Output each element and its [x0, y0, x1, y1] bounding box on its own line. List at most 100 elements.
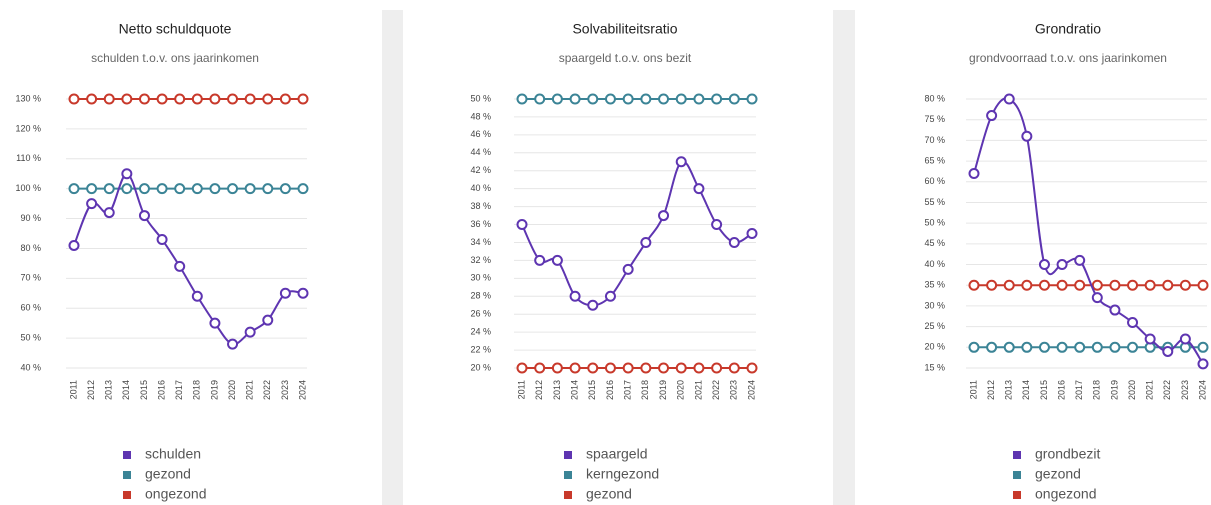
y-tick-label: 36 %	[470, 219, 491, 229]
legend-label: gezond	[586, 486, 632, 502]
data-point	[121, 93, 133, 105]
data-point	[1074, 341, 1086, 353]
data-point	[1127, 341, 1139, 353]
data-point	[244, 93, 256, 105]
data-point	[103, 183, 115, 195]
data-point	[675, 156, 687, 168]
data-point	[68, 239, 80, 251]
data-point	[297, 287, 309, 299]
data-point	[693, 362, 705, 374]
series-line	[973, 97, 1204, 365]
legend-swatch	[1013, 451, 1021, 459]
x-tick-label: 2014	[1021, 380, 1031, 400]
series-line	[521, 160, 753, 307]
legend-label: kerngezond	[586, 466, 659, 482]
data-point	[103, 207, 115, 219]
data-point	[1003, 93, 1015, 105]
data-point	[174, 183, 186, 195]
data-point	[262, 93, 274, 105]
y-tick-label: 130 %	[15, 93, 41, 103]
y-tick-label: 28 %	[470, 291, 491, 301]
y-tick-label: 26 %	[470, 309, 491, 319]
data-point	[209, 317, 221, 329]
data-point	[1003, 279, 1015, 291]
data-point	[986, 279, 998, 291]
data-point	[227, 183, 239, 195]
y-tick-label: 100 %	[15, 183, 41, 193]
data-point	[244, 326, 256, 338]
y-tick-label: 65 %	[924, 155, 945, 165]
data-point	[138, 183, 150, 195]
data-point	[746, 93, 758, 105]
data-point	[622, 263, 634, 275]
data-point	[986, 341, 998, 353]
data-point	[986, 110, 998, 122]
data-point	[191, 93, 203, 105]
x-tick-label: 2021	[693, 380, 703, 400]
data-point	[1197, 358, 1209, 370]
data-point	[227, 93, 239, 105]
x-tick-label: 2019	[209, 380, 219, 400]
data-point	[1197, 341, 1209, 353]
data-point	[1127, 316, 1139, 328]
data-point	[728, 93, 740, 105]
data-point	[569, 93, 581, 105]
x-tick-label: 2019	[1109, 380, 1119, 400]
x-tick-label: 2023	[729, 380, 739, 400]
data-point	[534, 254, 546, 266]
x-tick-label: 2016	[156, 380, 166, 400]
legend-swatch	[1013, 491, 1021, 499]
x-tick-label: 2014	[121, 380, 131, 400]
y-tick-label: 25 %	[924, 321, 945, 331]
chart-title: Solvabiliteitsratio	[572, 21, 677, 37]
data-point	[551, 362, 563, 374]
data-point	[746, 362, 758, 374]
data-point	[1091, 341, 1103, 353]
data-point	[279, 93, 291, 105]
y-tick-label: 20 %	[470, 362, 491, 372]
data-point	[121, 183, 133, 195]
x-tick-label: 2017	[1074, 380, 1084, 400]
data-point	[121, 168, 133, 180]
data-point	[711, 93, 723, 105]
data-point	[86, 183, 98, 195]
chart-subtitle: grondvoorraad t.o.v. ons jaarinkomen	[969, 51, 1167, 65]
legend-swatch	[123, 451, 131, 459]
x-tick-label: 2017	[174, 380, 184, 400]
data-point	[244, 183, 256, 195]
data-point	[209, 93, 221, 105]
data-point	[1056, 279, 1068, 291]
data-point	[174, 93, 186, 105]
data-point	[1109, 279, 1121, 291]
data-point	[587, 362, 599, 374]
data-point	[1179, 333, 1191, 345]
x-tick-label: 2022	[262, 380, 272, 400]
data-point	[587, 299, 599, 311]
data-point	[1021, 279, 1033, 291]
y-tick-label: 50 %	[924, 218, 945, 228]
data-point	[1144, 279, 1156, 291]
legend-swatch	[1013, 471, 1021, 479]
y-tick-label: 50 %	[20, 332, 41, 342]
x-tick-label: 2011	[516, 380, 526, 399]
legend-label: ongezond	[1035, 486, 1097, 502]
x-tick-label: 2015	[1039, 380, 1049, 400]
data-point	[174, 260, 186, 272]
y-tick-label: 80 %	[924, 93, 945, 103]
chart-title: Netto schuldquote	[119, 21, 232, 37]
legend-label: gezond	[1035, 466, 1081, 482]
data-point	[156, 93, 168, 105]
data-point	[227, 338, 239, 350]
data-point	[622, 93, 634, 105]
data-point	[1056, 259, 1068, 271]
data-point	[604, 290, 616, 302]
data-point	[711, 219, 723, 231]
data-point	[86, 198, 98, 210]
x-tick-label: 2016	[605, 380, 615, 400]
data-point	[728, 362, 740, 374]
data-point	[279, 287, 291, 299]
data-point	[516, 93, 528, 105]
x-tick-label: 2024	[1197, 380, 1207, 400]
data-point	[534, 93, 546, 105]
data-point	[968, 167, 980, 179]
